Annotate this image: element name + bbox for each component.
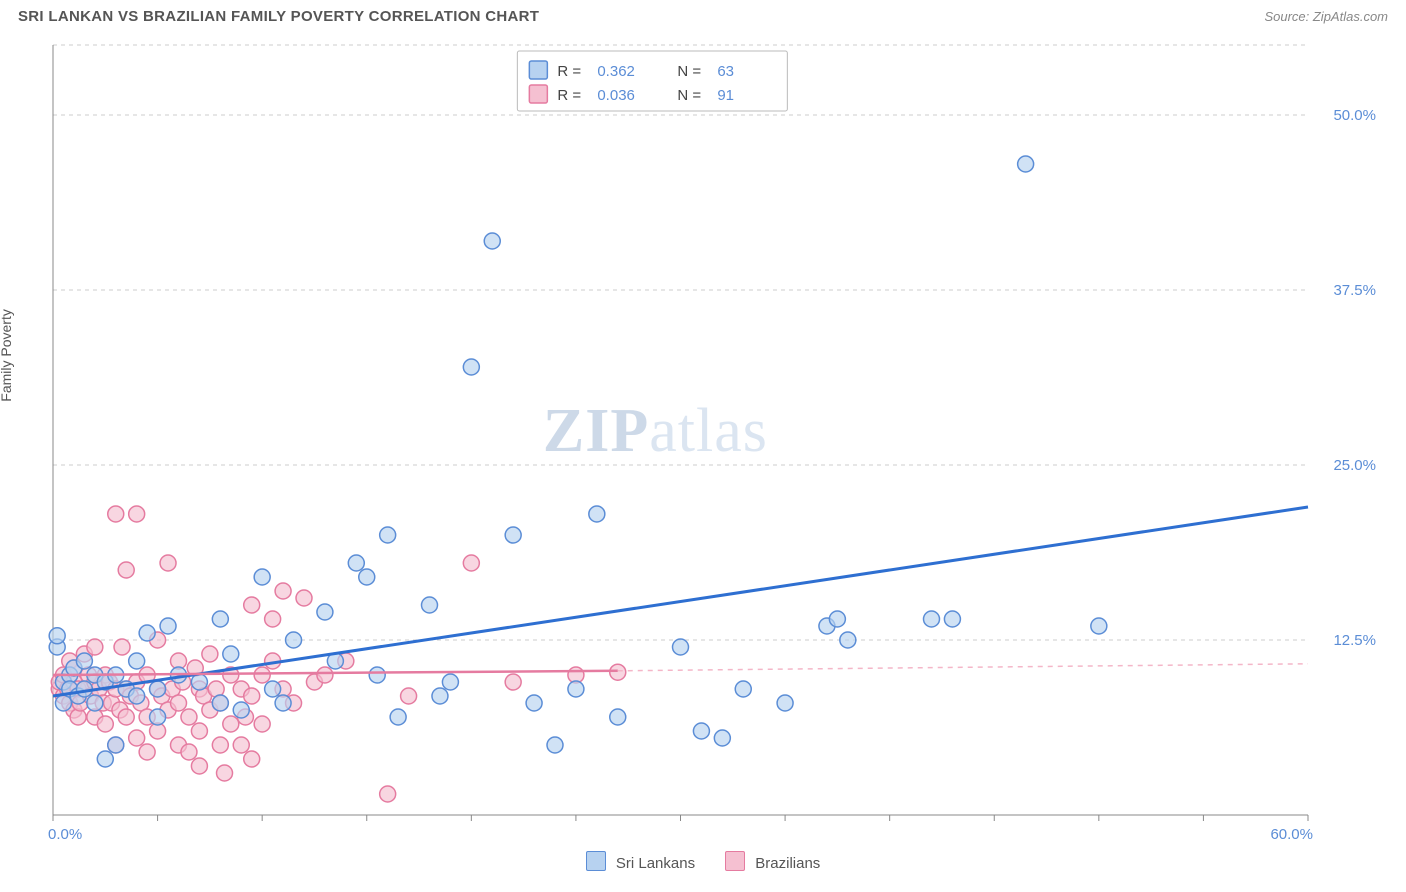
svg-text:12.5%: 12.5% [1333, 632, 1376, 649]
svg-text:0.0%: 0.0% [48, 826, 82, 843]
svg-text:ZIPatlas: ZIPatlas [543, 397, 768, 465]
legend-item-sri-lankans: Sri Lankans [586, 851, 695, 872]
legend-label-2: Brazilians [755, 855, 820, 872]
swatch-pink [725, 851, 745, 871]
chart-title: SRI LANKAN VS BRAZILIAN FAMILY POVERTY C… [18, 8, 539, 25]
y-axis-label: Family Poverty [0, 309, 14, 402]
scatter-chart: 12.5% 25.0% 37.5% 50.0% 0.0% 60.0% ZIPatlas R =… [18, 35, 1388, 845]
source-label: Source: ZipAtlas.com [1264, 9, 1388, 24]
svg-text:0.036: 0.036 [597, 87, 635, 104]
svg-text:91: 91 [717, 87, 734, 104]
svg-text:N =: N = [677, 87, 701, 104]
svg-text:50.0%: 50.0% [1333, 107, 1376, 124]
svg-text:60.0%: 60.0% [1270, 826, 1313, 843]
svg-text:25.0%: 25.0% [1333, 457, 1376, 474]
svg-text:N =: N = [677, 63, 701, 80]
svg-text:37.5%: 37.5% [1333, 282, 1376, 299]
svg-text:R =: R = [557, 63, 581, 80]
bottom-legend: Sri Lankans Brazilians [0, 851, 1406, 872]
svg-text:63: 63 [717, 63, 734, 80]
svg-text:R =: R = [557, 87, 581, 104]
legend-label-1: Sri Lankans [616, 855, 695, 872]
legend-item-brazilians: Brazilians [725, 851, 820, 872]
swatch-blue [586, 851, 606, 871]
svg-text:0.362: 0.362 [597, 63, 635, 80]
